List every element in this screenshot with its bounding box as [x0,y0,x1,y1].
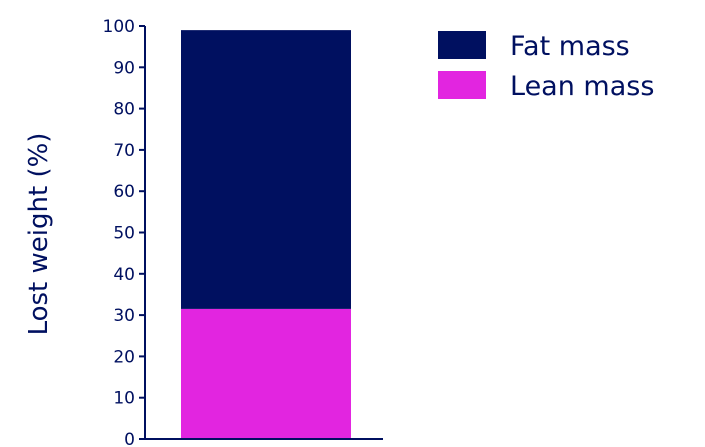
legend-label-fat-mass: Fat mass [510,31,630,62]
y-tick-label-100: 100 [103,17,135,37]
y-tick-label-90: 90 [113,58,135,78]
legend: Fat mass Lean mass [438,31,654,102]
legend-swatch-fat-mass [438,31,486,59]
y-tick-label-30: 30 [113,306,135,326]
y-axis-ticks: 0 10 20 30 40 50 60 70 80 90 100 [103,17,145,447]
bars [181,30,351,439]
bar-segment-lean-mass [181,308,351,439]
y-tick-label-20: 20 [113,347,135,367]
y-axis-label: Lost weight (%) [24,133,54,336]
bar-segment-fat-mass [181,30,351,309]
y-tick-label-40: 40 [113,265,135,285]
legend-label-lean-mass: Lean mass [510,71,654,102]
y-tick-label-10: 10 [113,389,135,409]
y-tick-label-50: 50 [113,224,135,244]
y-tick-label-80: 80 [113,100,135,120]
y-tick-label-70: 70 [113,141,135,161]
legend-swatch-lean-mass [438,71,486,99]
y-tick-label-60: 60 [113,182,135,202]
y-tick-label-0: 0 [124,430,135,447]
